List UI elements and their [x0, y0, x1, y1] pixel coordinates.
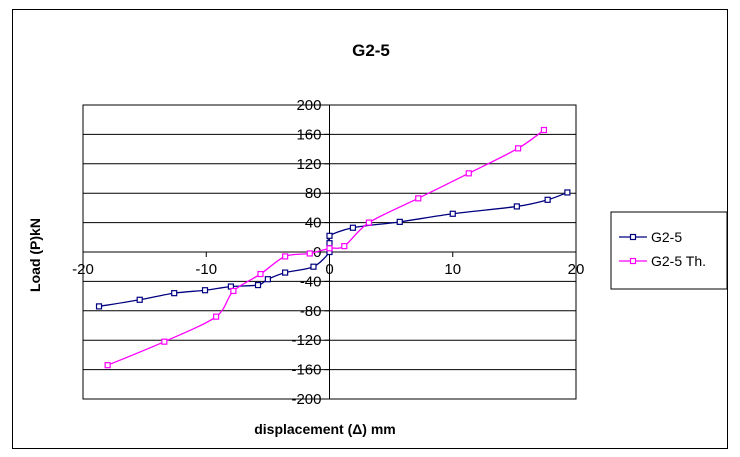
data-point: [95, 303, 103, 310]
data-point: [341, 243, 348, 250]
legend-label: G2-5: [651, 229, 682, 245]
legend-label: G2-5 Th.: [651, 253, 706, 269]
data-point: [544, 196, 551, 203]
legend-item: G2-5: [619, 229, 682, 245]
x-tick-label: -10: [195, 261, 217, 278]
data-point: [326, 240, 333, 247]
data-point: [254, 281, 262, 289]
y-tick-label: 200: [296, 97, 321, 114]
data-point: [264, 276, 271, 283]
data-point: [415, 195, 422, 202]
data-point: [396, 218, 403, 225]
data-point: [230, 287, 237, 295]
data-point: [349, 224, 357, 231]
y-tick-label: 160: [296, 126, 321, 143]
series-layer: [95, 126, 571, 369]
y-tick-label: 40: [305, 215, 322, 232]
data-point: [201, 287, 209, 294]
legend-item: G2-5 Th.: [619, 253, 706, 269]
legend-swatch-marker: [629, 257, 637, 265]
data-point: [306, 250, 313, 257]
data-point: [310, 263, 317, 270]
x-tick-label: 10: [444, 261, 461, 278]
data-point: [365, 219, 373, 226]
x-axis-title: displacement (Δ) mm: [254, 421, 396, 437]
x-tick-label: 20: [568, 261, 585, 278]
series-line: [98, 191, 568, 308]
chart-frame: 200 160 120 80 40 0 -40 -80 -120 -160 -200 -20 -10 0 1…: [12, 9, 728, 449]
data-point: [564, 189, 571, 196]
data-point: [449, 210, 456, 217]
y-tick-label: -40: [300, 273, 322, 290]
data-point: [171, 290, 178, 297]
x-tick-label: -20: [72, 261, 94, 278]
data-point: [326, 245, 333, 252]
legend-swatch-marker: [629, 233, 637, 241]
data-point: [104, 362, 111, 369]
y-tick-label: 120: [296, 156, 321, 173]
data-point: [213, 313, 220, 320]
data-point: [465, 170, 472, 177]
y-tick-label: -120: [291, 332, 321, 349]
y-tick-label: -160: [291, 362, 321, 379]
x-tick-label: 0: [325, 261, 333, 278]
data-point: [540, 126, 548, 134]
data-point: [136, 296, 143, 303]
data-point: [326, 232, 333, 239]
series-1: [95, 189, 571, 310]
series-2: [104, 126, 548, 369]
data-point: [513, 203, 520, 210]
y-tick-label: -80: [300, 303, 322, 320]
data-point: [161, 338, 168, 345]
y-axis-title: Load (P)kN: [27, 218, 43, 292]
y-tick-label: -200: [291, 391, 321, 408]
data-point: [257, 270, 264, 278]
chart-title: G2-5: [352, 41, 390, 60]
data-point: [282, 269, 289, 276]
series-line: [107, 129, 545, 366]
data-point: [514, 145, 522, 152]
data-point: [282, 253, 289, 260]
y-tick-label: 0: [313, 244, 321, 261]
y-tick-label: 80: [305, 185, 322, 202]
legend-box: [610, 211, 728, 290]
legend: G2-5 G2-5 Th.: [610, 211, 728, 290]
